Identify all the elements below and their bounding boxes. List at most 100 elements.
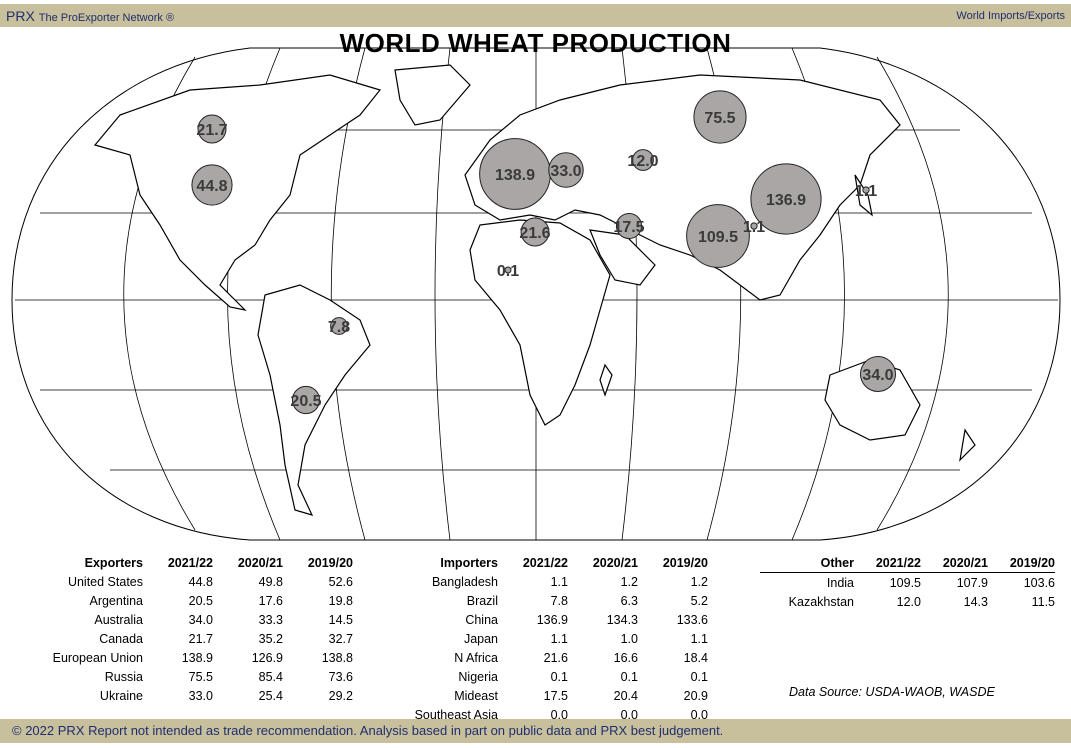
section-label: World Imports/Exports <box>956 10 1065 22</box>
header-bar: PRX The ProExporter Network ® World Impor… <box>0 4 1071 27</box>
value-cell: 20.5 <box>188 593 213 608</box>
table-row: Canada 21.7 35.2 32.7 <box>40 629 353 648</box>
value-cell: 1.2 <box>690 574 708 589</box>
table-row: Nigeria 0.1 0.1 0.1 <box>395 667 708 686</box>
bubble-label: 21.6 <box>519 225 550 242</box>
bubble-label: 33.0 <box>550 163 581 180</box>
value-cell: 1.2 <box>620 574 638 589</box>
value-cell: 1.1 <box>550 574 568 589</box>
col-header: 2020/21 <box>592 555 638 570</box>
region-cell: Brazil <box>466 593 498 608</box>
value-cell: 18.4 <box>683 650 708 665</box>
value-cell: 7.8 <box>550 593 568 608</box>
table-row: India 109.5 107.9 103.6 <box>760 573 1055 593</box>
bubble-mideast <box>615 212 643 240</box>
bubble-japan <box>862 186 870 194</box>
table-row: N Africa 21.6 16.6 18.4 <box>395 648 708 667</box>
table-row: Kazakhstan 12.0 14.3 11.5 <box>760 592 1055 611</box>
region-cell: Mideast <box>454 688 498 703</box>
value-cell: 0.0 <box>550 707 568 722</box>
value-cell: 34.0 <box>188 612 213 627</box>
bubble-layer: 21.7 44.8 138.9 33.0 75.5 12.0 136.9 109.5 1.1 1.… <box>191 90 896 415</box>
region-cell: Southeast Asia <box>414 707 498 722</box>
bubble-nigeria <box>504 266 512 274</box>
table-row: Australia 34.0 33.3 14.5 <box>40 610 353 629</box>
table-header: Importers 2021/22 2020/21 2019/20 <box>395 553 708 572</box>
value-cell: 33.0 <box>188 688 213 703</box>
value-cell: 21.6 <box>543 650 568 665</box>
map-outline <box>11 47 1061 541</box>
value-cell: 0.0 <box>690 707 708 722</box>
value-cell: 133.6 <box>676 612 708 627</box>
value-cell: 29.2 <box>328 688 353 703</box>
value-cell: 35.2 <box>258 631 283 646</box>
value-cell: 14.3 <box>963 594 988 609</box>
north-america <box>93 74 382 311</box>
greenland <box>394 64 471 126</box>
bubble-argentina <box>291 385 321 415</box>
value-cell: 107.9 <box>956 575 988 590</box>
footer-bar: © 2022 PRX Report not intended as trade … <box>0 719 1071 743</box>
bubble-kazakhstan <box>632 149 654 171</box>
bubble-label: 109.5 <box>698 229 738 246</box>
table-row: Bangladesh 1.1 1.2 1.2 <box>395 572 708 591</box>
table-row: China 136.9 134.3 133.6 <box>395 610 708 629</box>
region-cell: Nigeria <box>458 669 498 684</box>
new-zealand <box>959 428 976 462</box>
region-cell: Kazakhstan <box>788 594 854 609</box>
region-cell: Ukraine <box>99 688 143 703</box>
bubble-label: 75.5 <box>704 110 735 127</box>
region-cell: Japan <box>463 631 498 646</box>
value-cell: 20.4 <box>613 688 638 703</box>
value-cell: 21.7 <box>188 631 213 646</box>
brand: PRX The ProExporter Network ® <box>6 8 174 24</box>
table-row: Mideast 17.5 20.4 20.9 <box>395 686 708 705</box>
bubble-label: 34.0 <box>862 367 893 384</box>
bubble-russia <box>693 90 747 144</box>
region-cell: Canada <box>99 631 143 646</box>
other-table: Other 2021/22 2020/21 2019/20 India 109.5 107… <box>760 553 1055 611</box>
value-cell: 0.1 <box>690 669 708 684</box>
value-cell: 1.0 <box>620 631 638 646</box>
value-cell: 109.5 <box>889 575 921 590</box>
table-row: Japan 1.1 1.0 1.1 <box>395 629 708 648</box>
madagascar <box>599 363 613 397</box>
region-cell: Australia <box>94 612 143 627</box>
col-header: 2021/22 <box>167 555 213 570</box>
europe-asia <box>464 74 901 301</box>
col-header: 2020/21 <box>942 555 988 570</box>
value-cell: 0.1 <box>620 669 638 684</box>
africa <box>469 219 611 426</box>
table-header: Other 2021/22 2020/21 2019/20 <box>760 553 1055 573</box>
col-header: 2019/20 <box>1009 555 1055 570</box>
value-cell: 6.3 <box>620 593 638 608</box>
col-header: Exporters <box>84 555 143 570</box>
table-row: Russia 75.5 85.4 73.6 <box>40 667 353 686</box>
bubble-united-states <box>191 164 233 206</box>
exporters-table: Exporters 2021/22 2020/21 2019/20 United St… <box>40 553 353 705</box>
world-map: 21.7 44.8 138.9 33.0 75.5 12.0 136.9 109.5 1.1 1.… <box>11 47 1061 541</box>
value-cell: 136.9 <box>536 612 568 627</box>
value-cell: 25.4 <box>258 688 283 703</box>
value-cell: 17.5 <box>543 688 568 703</box>
bubble-label: 44.8 <box>196 178 227 195</box>
region-cell: United States <box>67 574 143 589</box>
col-header: 2021/22 <box>875 555 921 570</box>
table-row: Brazil 7.8 6.3 5.2 <box>395 591 708 610</box>
value-cell: 14.5 <box>328 612 353 627</box>
value-cell: 16.6 <box>613 650 638 665</box>
value-cell: 0.0 <box>620 707 638 722</box>
bubble-label: 1.1 <box>743 219 765 236</box>
value-cell: 19.8 <box>328 593 353 608</box>
value-cell: 134.3 <box>606 612 638 627</box>
value-cell: 103.6 <box>1023 575 1055 590</box>
value-cell: 49.8 <box>258 574 283 589</box>
value-cell: 0.1 <box>550 669 568 684</box>
col-header: 2019/20 <box>662 555 708 570</box>
data-source: Data Source: USDA-WAOB, WASDE <box>789 685 995 699</box>
region-cell: India <box>826 575 854 590</box>
region-cell: N Africa <box>454 650 498 665</box>
bubble-label: 21.7 <box>196 122 227 139</box>
bubble-label: 138.9 <box>495 167 535 184</box>
